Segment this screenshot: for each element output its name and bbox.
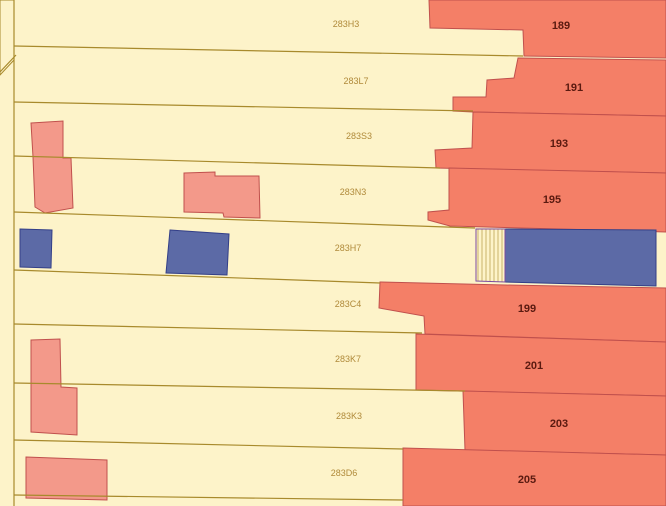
building-205[interactable] [402, 447, 666, 506]
outbuilding-283K7[interactable] [30, 338, 78, 436]
parcel-id-283N3: 283N3 [340, 187, 367, 197]
parcel-id-283K7: 283K7 [335, 354, 361, 364]
outbuilding-283N3[interactable] [183, 171, 261, 219]
parcel-id-283H3: 283H3 [333, 19, 360, 29]
parcel-id-283L7: 283L7 [343, 76, 368, 86]
parcel-id-283S3: 283S3 [346, 131, 372, 141]
house-number-193: 193 [550, 138, 568, 150]
house-number-199: 199 [518, 303, 536, 315]
hatched-strip [475, 228, 506, 283]
blue-building-front[interactable] [504, 228, 657, 287]
parcel-id-283C4: 283C4 [335, 299, 362, 309]
building-189[interactable] [428, 0, 666, 59]
parcel-id-283K3: 283K3 [336, 411, 362, 421]
parcel-id-283H7: 283H7 [335, 243, 362, 253]
house-number-195: 195 [543, 194, 561, 206]
house-number-191: 191 [565, 82, 583, 94]
building-195[interactable] [427, 167, 666, 233]
outbuilding-283D6[interactable] [25, 456, 108, 501]
blue-building-rear[interactable] [19, 228, 53, 269]
parcel-id-283D6: 283D6 [331, 468, 358, 478]
outbuilding-283S3[interactable] [30, 120, 74, 214]
house-number-205: 205 [518, 474, 536, 486]
house-number-203: 203 [550, 418, 568, 430]
house-number-201: 201 [525, 360, 543, 372]
building-201[interactable] [415, 333, 666, 397]
building-203[interactable] [462, 390, 666, 456]
building-191[interactable] [452, 57, 666, 117]
house-number-189: 189 [552, 20, 570, 32]
blue-building-middle[interactable] [165, 229, 230, 276]
